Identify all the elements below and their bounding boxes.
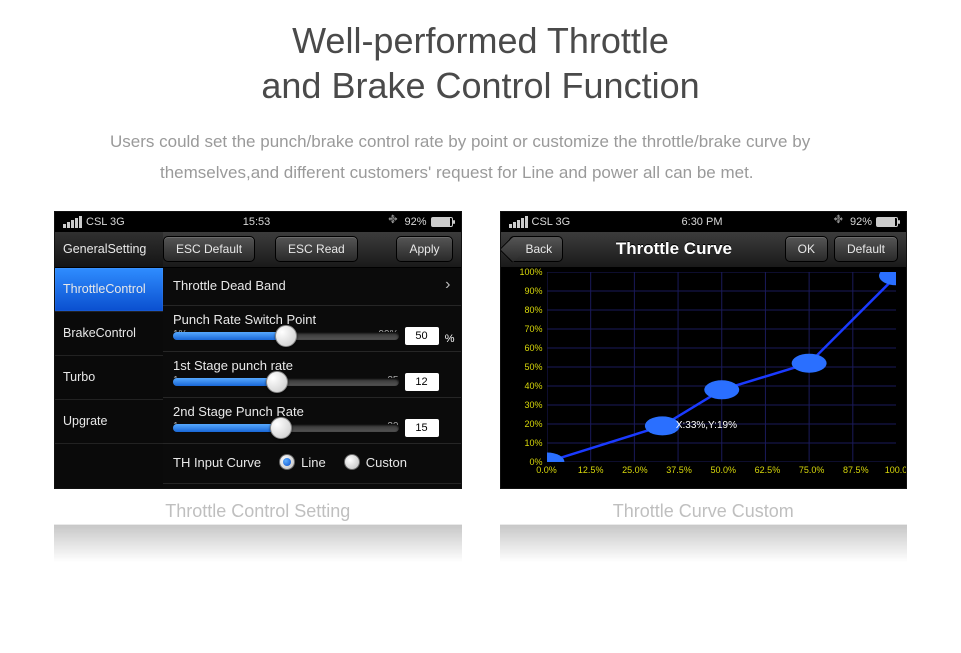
apply-button[interactable]: Apply: [396, 236, 452, 262]
signal-icon: [509, 216, 528, 228]
default-button[interactable]: Default: [834, 236, 898, 262]
y-tick: 50%: [524, 362, 542, 372]
row-label: Punch Rate Switch Point: [173, 312, 451, 327]
curve-point[interactable]: [879, 272, 896, 285]
row-label: 1st Stage punch rate: [173, 358, 451, 373]
page-title: Well-performed Throttle and Brake Contro…: [0, 0, 961, 108]
radio-label: Custon: [366, 455, 407, 470]
row-punch-rate-switch-point: Punch Rate Switch Point 1%99% 50 %: [163, 306, 461, 352]
throttle-control-screenshot: CSL 3G 15:53 ࿇ 92% ESC Default ESC Read …: [54, 211, 462, 562]
status-bar: CSL 3G 15:53 ࿇ 92%: [55, 212, 461, 232]
carrier-label: CSL 3G: [86, 216, 125, 228]
x-tick: 37.5%: [666, 465, 692, 475]
y-tick: 20%: [524, 419, 542, 429]
y-tick: 60%: [524, 343, 542, 353]
radio-line[interactable]: Line: [279, 454, 326, 470]
row-throttle-dead-band[interactable]: Throttle Dead Band ›: [163, 268, 461, 306]
x-tick: 100.0%: [885, 465, 907, 475]
desc-line2: themselves,and different customers' requ…: [110, 157, 851, 188]
x-tick: 62.5%: [755, 465, 781, 475]
y-axis: 100%90%80%70%60%50%40%30%20%10%0%: [507, 272, 547, 462]
radio-dot-icon: [344, 454, 360, 470]
navbar: Back Throttle Curve OK Default: [501, 232, 907, 268]
x-tick: 50.0%: [710, 465, 736, 475]
back-label: Back: [526, 242, 553, 256]
curve-point[interactable]: [791, 354, 826, 373]
reflection: [500, 524, 908, 562]
title-line1: Well-performed Throttle: [292, 20, 669, 61]
row-label: TH Input Curve: [173, 455, 261, 470]
curve-point[interactable]: [547, 452, 564, 462]
row-stage2-punch-rate: 2nd Stage Punch Rate 130 15: [163, 398, 461, 444]
plot-area[interactable]: X:33%,Y:19%: [547, 272, 897, 462]
tab-turbo[interactable]: Turbo: [55, 356, 163, 400]
tab-general-setting[interactable]: GeneralSetting: [55, 232, 163, 268]
page-description: Users could set the punch/brake control …: [0, 108, 961, 189]
throttle-curve-screenshot: CSL 3G 6:30 PM ࿇ 92% Back Throttle Curve…: [500, 211, 908, 562]
settings-list: Throttle Dead Band › Punch Rate Switch P…: [163, 268, 461, 488]
y-tick: 80%: [524, 305, 542, 315]
status-time: 6:30 PM: [570, 216, 834, 228]
chart-svg: [547, 272, 897, 462]
title-line2: and Brake Control Function: [261, 65, 699, 106]
row-th-input-curve: TH Input Curve Line Custon: [163, 444, 461, 484]
battery-pct: 92%: [404, 216, 426, 228]
stage2-value[interactable]: 15: [405, 419, 439, 437]
desc-line1: Users could set the punch/brake control …: [110, 132, 810, 151]
row-stage1-punch-rate: 1st Stage punch rate 125 12: [163, 352, 461, 398]
reflection: [54, 524, 462, 562]
x-tick: 87.5%: [843, 465, 869, 475]
radio-custom[interactable]: Custon: [344, 454, 407, 470]
chevron-right-icon: ›: [445, 276, 450, 294]
y-tick: 40%: [524, 381, 542, 391]
row-label: 2nd Stage Punch Rate: [173, 404, 451, 419]
curve-point[interactable]: [704, 380, 739, 399]
battery-indicator: ࿇ 92%: [834, 211, 898, 236]
punch-switch-slider[interactable]: [173, 332, 399, 340]
ok-button[interactable]: OK: [785, 236, 828, 262]
sidebar: GeneralSetting ThrottleControl BrakeCont…: [55, 268, 163, 488]
throttle-curve-chart[interactable]: 100%90%80%70%60%50%40%30%20%10%0% 0.0%12…: [507, 272, 901, 480]
battery-icon: [876, 217, 898, 227]
back-button[interactable]: Back: [509, 236, 564, 262]
stage2-slider[interactable]: [173, 424, 399, 432]
tab-upgrade[interactable]: Upgrate: [55, 400, 163, 444]
tab-brake-control[interactable]: BrakeControl: [55, 312, 163, 356]
esc-default-button[interactable]: ESC Default: [163, 236, 255, 262]
stage1-slider[interactable]: [173, 378, 399, 386]
signal-icon: [63, 216, 82, 228]
radio-label: Line: [301, 455, 326, 470]
y-tick: 100%: [519, 267, 542, 277]
coord-label: X:33%,Y:19%: [676, 420, 737, 431]
tab-throttle-control[interactable]: ThrottleControl: [55, 268, 163, 312]
curve-point[interactable]: [644, 416, 679, 435]
carrier-label: CSL 3G: [532, 216, 571, 228]
bluetooth-icon: ࿇: [834, 211, 843, 236]
battery-icon: [431, 217, 453, 227]
status-time: 15:53: [125, 216, 389, 228]
pct-suffix: %: [445, 333, 455, 345]
y-tick: 70%: [524, 324, 542, 334]
punch-switch-value[interactable]: 50: [405, 327, 439, 345]
x-tick: 75.0%: [799, 465, 825, 475]
battery-pct: 92%: [850, 216, 872, 228]
battery-indicator: ࿇ 92%: [388, 211, 452, 236]
x-tick: 0.0%: [536, 465, 557, 475]
navbar-title: Throttle Curve: [563, 239, 784, 259]
y-tick: 30%: [524, 400, 542, 410]
radio-dot-icon: [279, 454, 295, 470]
esc-read-button[interactable]: ESC Read: [275, 236, 358, 262]
status-bar: CSL 3G 6:30 PM ࿇ 92%: [501, 212, 907, 232]
bluetooth-icon: ࿇: [388, 211, 397, 236]
row-label: Throttle Dead Band: [173, 278, 286, 293]
caption-right: Throttle Curve Custom: [500, 501, 908, 522]
y-tick: 90%: [524, 286, 542, 296]
y-tick: 10%: [524, 438, 542, 448]
caption-left: Throttle Control Setting: [54, 501, 462, 522]
stage1-value[interactable]: 12: [405, 373, 439, 391]
x-tick: 25.0%: [622, 465, 648, 475]
x-tick: 12.5%: [578, 465, 604, 475]
x-axis: 0.0%12.5%25.0%37.5%50.0%62.5%75.0%87.5%1…: [547, 462, 901, 480]
